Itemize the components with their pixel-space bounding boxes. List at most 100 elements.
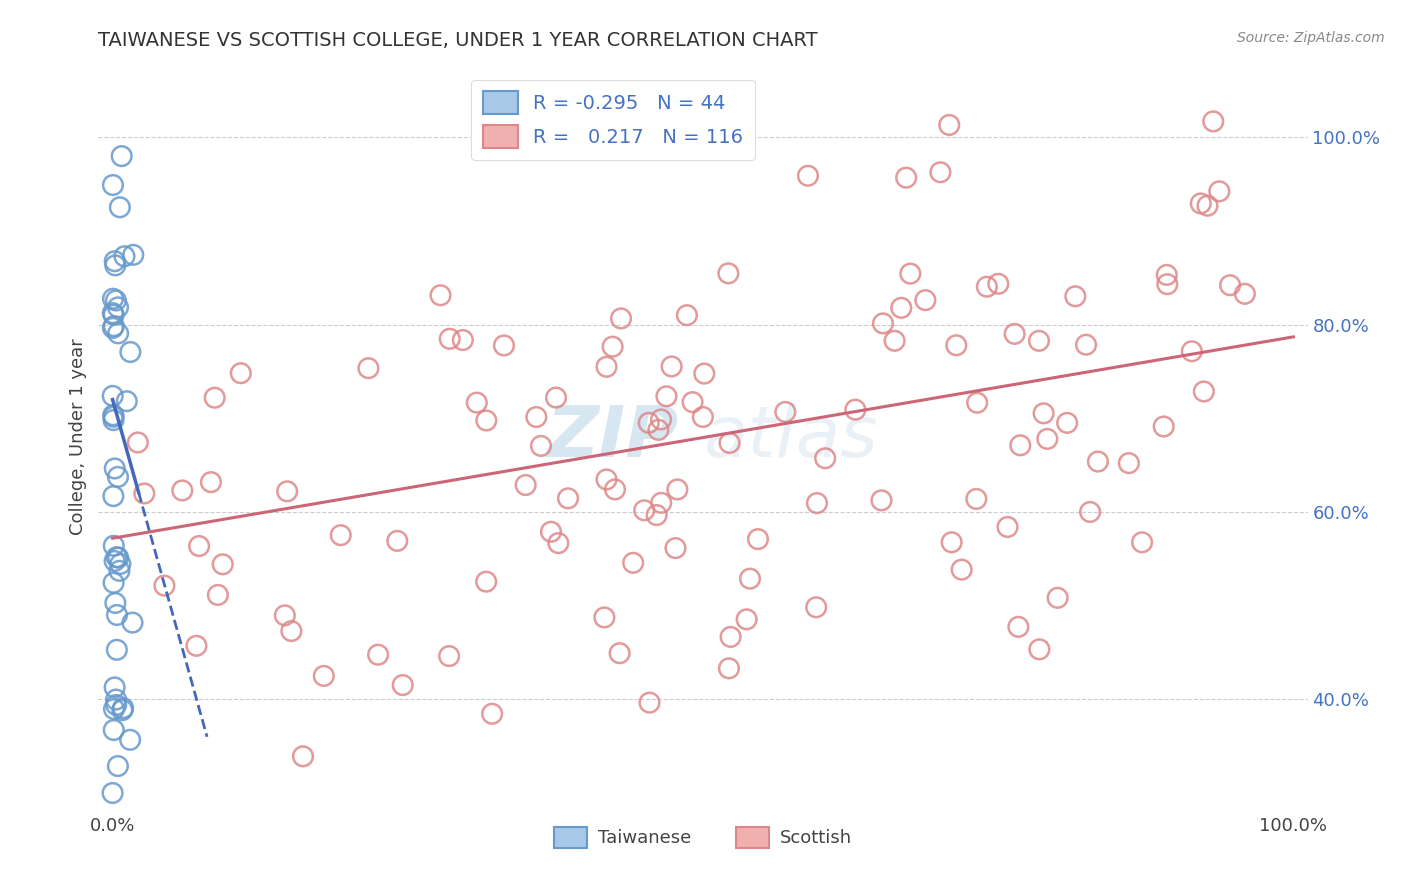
Point — [557, 491, 579, 506]
Point — [101, 292, 124, 306]
Point — [603, 483, 626, 497]
Point — [735, 612, 758, 626]
Point — [595, 359, 617, 374]
Point — [1181, 344, 1204, 359]
Point — [524, 410, 547, 425]
Point — [1010, 438, 1032, 452]
Point — [997, 520, 1019, 534]
Point — [104, 254, 127, 268]
Point — [207, 588, 229, 602]
Point — [966, 395, 988, 409]
Point — [945, 338, 967, 352]
Point — [292, 749, 315, 764]
Point — [547, 536, 569, 550]
Point — [186, 639, 208, 653]
Point — [650, 412, 672, 426]
Point — [115, 394, 138, 409]
Point — [104, 461, 127, 475]
Point — [682, 395, 704, 409]
Point — [593, 610, 616, 624]
Point — [965, 491, 987, 506]
Point — [120, 732, 142, 747]
Point — [544, 391, 567, 405]
Point — [107, 470, 129, 484]
Point — [609, 646, 631, 660]
Point — [797, 169, 820, 183]
Point — [108, 564, 131, 578]
Point — [437, 649, 460, 664]
Point — [134, 486, 156, 500]
Point — [103, 409, 125, 424]
Point — [105, 692, 128, 706]
Point — [101, 178, 124, 192]
Point — [898, 267, 921, 281]
Point — [114, 249, 136, 263]
Point — [1197, 199, 1219, 213]
Point — [941, 535, 963, 549]
Point — [806, 600, 828, 615]
Text: Source: ZipAtlas.com: Source: ZipAtlas.com — [1237, 31, 1385, 45]
Point — [105, 642, 128, 657]
Point — [200, 475, 222, 490]
Point — [204, 391, 226, 405]
Point — [844, 402, 866, 417]
Point — [475, 574, 498, 589]
Point — [515, 478, 537, 492]
Text: ZIP: ZIP — [547, 402, 679, 472]
Point — [122, 248, 145, 262]
Point — [692, 409, 714, 424]
Point — [650, 496, 672, 510]
Point — [1078, 505, 1101, 519]
Point — [1156, 277, 1178, 292]
Point — [475, 413, 498, 427]
Point — [1074, 337, 1097, 351]
Point — [107, 759, 129, 773]
Point — [211, 558, 233, 572]
Point — [1007, 620, 1029, 634]
Point — [621, 556, 644, 570]
Point — [429, 288, 451, 302]
Point — [103, 409, 125, 423]
Point — [112, 701, 135, 715]
Point — [638, 696, 661, 710]
Point — [387, 533, 409, 548]
Point — [153, 579, 176, 593]
Point — [110, 557, 132, 571]
Point — [775, 405, 797, 419]
Point — [1233, 286, 1256, 301]
Point — [103, 308, 125, 322]
Point — [451, 333, 474, 347]
Point — [610, 311, 633, 326]
Point — [950, 563, 973, 577]
Point — [676, 308, 699, 322]
Point — [1064, 289, 1087, 303]
Point — [896, 170, 918, 185]
Point — [530, 439, 553, 453]
Point — [103, 723, 125, 737]
Point — [105, 607, 128, 622]
Point — [1208, 184, 1230, 198]
Point — [111, 703, 134, 717]
Point — [633, 503, 655, 517]
Point — [664, 541, 686, 555]
Point — [104, 681, 127, 695]
Y-axis label: College, Under 1 year: College, Under 1 year — [69, 339, 87, 535]
Point — [105, 550, 128, 565]
Point — [1046, 591, 1069, 605]
Text: TAIWANESE VS SCOTTISH COLLEGE, UNDER 1 YEAR CORRELATION CHART: TAIWANESE VS SCOTTISH COLLEGE, UNDER 1 Y… — [98, 31, 818, 50]
Point — [1087, 454, 1109, 468]
Point — [101, 389, 124, 403]
Point — [1130, 535, 1153, 549]
Point — [747, 532, 769, 546]
Point — [602, 340, 624, 354]
Point — [107, 301, 129, 315]
Point — [914, 293, 936, 307]
Point — [655, 389, 678, 403]
Point — [329, 528, 352, 542]
Point — [101, 321, 124, 335]
Point — [1219, 278, 1241, 293]
Point — [645, 508, 668, 522]
Point — [439, 332, 461, 346]
Point — [367, 648, 389, 662]
Point — [1028, 642, 1050, 657]
